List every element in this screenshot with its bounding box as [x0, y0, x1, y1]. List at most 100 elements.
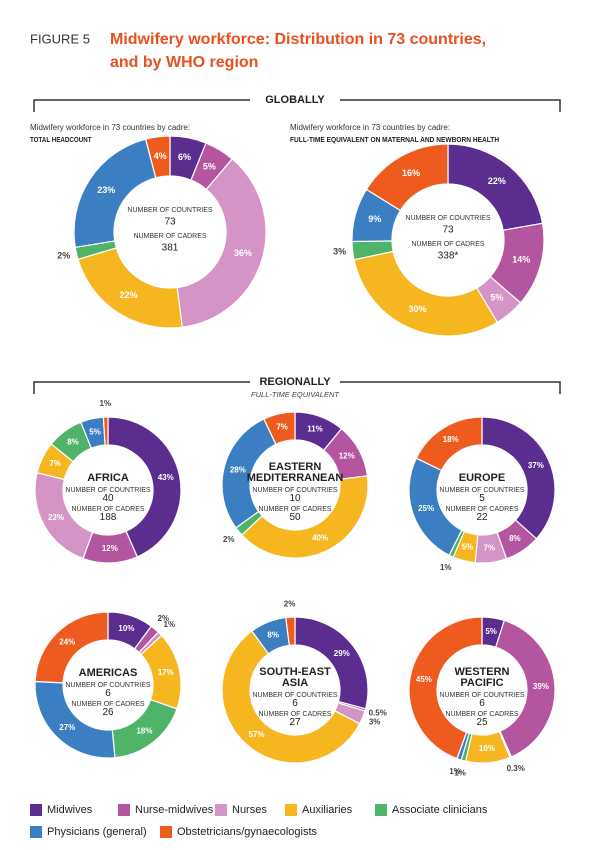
- section-note: FULL-TIME EQUIVALENT: [251, 390, 340, 399]
- value-label: 23%: [97, 185, 115, 195]
- center-label: NUMBER OF CADRES: [71, 506, 144, 513]
- value-label: 0.3%: [507, 764, 525, 773]
- region-title: ASIA: [282, 677, 308, 689]
- value-label: 3%: [333, 246, 346, 256]
- value-label: 18%: [136, 726, 152, 735]
- value-label: 12%: [339, 452, 355, 461]
- value-label: 1%: [440, 563, 452, 572]
- value-label: 43%: [158, 473, 174, 482]
- value-label: 6%: [178, 152, 191, 162]
- legend-swatch: [30, 804, 42, 816]
- donut-segment: [144, 135, 171, 179]
- value-label: 11%: [307, 425, 323, 434]
- value-label: 17%: [158, 668, 174, 677]
- value-label: 24%: [59, 637, 75, 646]
- value-label: 18%: [443, 435, 459, 444]
- center-label: NUMBER OF COUNTRIES: [439, 487, 525, 494]
- donut-segment: [263, 411, 296, 446]
- center-label: NUMBER OF COUNTRIES: [252, 487, 338, 494]
- value-label: 39%: [533, 682, 549, 691]
- value-label: 22%: [488, 176, 506, 186]
- center-value: 381: [162, 243, 179, 254]
- value-label: 2%: [157, 614, 169, 623]
- region-title: EUROPE: [459, 472, 505, 484]
- donut-segment: [34, 680, 116, 759]
- center-value: 5: [479, 493, 485, 504]
- center-value: 6: [292, 698, 298, 709]
- value-label: 2%: [223, 535, 235, 544]
- legend-label: Auxiliaries: [302, 804, 353, 816]
- donut-segment: [408, 616, 483, 760]
- region-title: WESTERN: [455, 666, 510, 678]
- value-label: 1%: [454, 768, 466, 777]
- donut-segment: [240, 475, 369, 559]
- value-label: 1%: [449, 767, 461, 776]
- donut-segment: [221, 630, 361, 764]
- donut-segment: [415, 416, 483, 472]
- region-title: EASTERN: [269, 461, 322, 473]
- legend-swatch: [30, 826, 42, 838]
- legend-label: Associate clinicians: [392, 804, 488, 816]
- caption: Midwifery workforce in 73 countries by c…: [30, 123, 190, 132]
- value-label: 30%: [409, 304, 427, 314]
- legend-swatch: [215, 804, 227, 816]
- value-label: 7%: [49, 459, 61, 468]
- value-label: 40%: [312, 533, 328, 542]
- center-label: NUMBER OF CADRES: [133, 233, 206, 240]
- caption-bold: TOTAL HEADCOUNT: [30, 137, 92, 144]
- value-label: 25%: [418, 504, 434, 513]
- donut-segment: [176, 158, 267, 328]
- bracket: [33, 99, 561, 112]
- value-label: 1%: [164, 620, 176, 629]
- center-label: NUMBER OF COUNTRIES: [405, 215, 491, 222]
- center-label: NUMBER OF COUNTRIES: [65, 682, 151, 689]
- value-label: 8%: [67, 438, 79, 447]
- figure-label: FIGURE 5: [30, 31, 90, 46]
- value-label: 10%: [118, 624, 134, 633]
- section-heading: GLOBALLY: [265, 94, 325, 106]
- value-label: 23%: [48, 513, 64, 522]
- value-label: 2%: [284, 599, 296, 608]
- bracket: [33, 381, 561, 394]
- value-label: 22%: [120, 290, 138, 300]
- title: Midwifery workforce: Distribution in 73 …: [110, 31, 486, 48]
- legend-swatch: [375, 804, 387, 816]
- legend-swatch: [118, 804, 130, 816]
- value-label: 4%: [154, 151, 167, 161]
- center-label: NUMBER OF COUNTRIES: [127, 207, 213, 214]
- legend-swatch: [160, 826, 172, 838]
- center-value: 188: [100, 512, 117, 523]
- value-label: 8%: [267, 630, 279, 639]
- value-label: 0.5%: [369, 709, 387, 718]
- center-label: NUMBER OF COUNTRIES: [65, 487, 151, 494]
- value-label: 57%: [249, 730, 265, 739]
- value-label: 10%: [479, 744, 495, 753]
- legend-label: Nurse-midwives: [135, 804, 214, 816]
- center-value: 73: [442, 225, 454, 236]
- center-label: NUMBER OF CADRES: [445, 506, 518, 513]
- center-label: NUMBER OF COUNTRIES: [439, 692, 525, 699]
- value-label: 29%: [334, 649, 350, 658]
- caption-bold: FULL-TIME EQUIVALENT ON MATERNAL AND NEW…: [290, 137, 499, 144]
- center-label: NUMBER OF COUNTRIES: [252, 692, 338, 699]
- value-label: 7%: [276, 423, 288, 432]
- value-label: 7%: [484, 544, 496, 553]
- value-label: 5%: [490, 293, 503, 303]
- value-label: 12%: [102, 544, 118, 553]
- region-title: MEDITERRANEAN: [247, 472, 344, 484]
- center-value: 6: [105, 688, 111, 699]
- value-label: 5%: [89, 428, 101, 437]
- center-value: 10: [289, 493, 301, 504]
- center-value: 25: [476, 717, 488, 728]
- donut-segment: [77, 247, 183, 329]
- value-label: 36%: [234, 248, 252, 258]
- value-label: 3%: [369, 718, 381, 727]
- region-title: PACIFIC: [460, 677, 503, 689]
- value-label: 5%: [203, 161, 216, 171]
- donut-segment: [365, 143, 449, 212]
- value-label: 5%: [485, 627, 497, 636]
- donut-segment: [494, 619, 556, 758]
- value-label: 1%: [99, 399, 111, 408]
- donut-segment: [107, 416, 182, 558]
